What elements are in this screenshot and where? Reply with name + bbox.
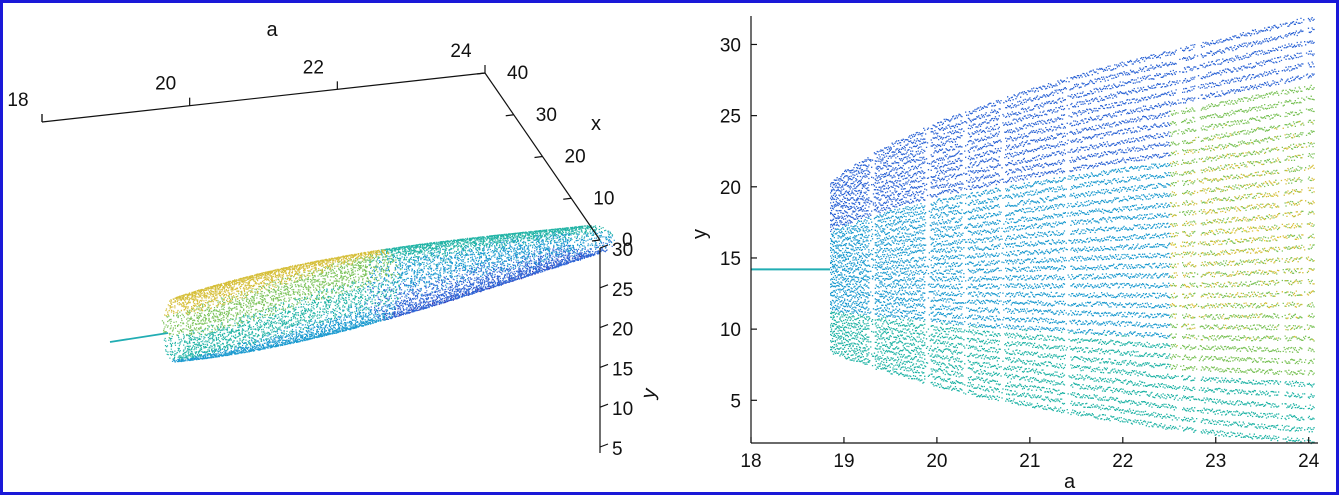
a-axis-title: a	[266, 19, 278, 41]
x-tick-mark	[505, 114, 514, 117]
x-tick-label: 30	[536, 105, 557, 126]
cone-band-3	[163, 225, 614, 360]
x-tick-label: 10	[593, 188, 614, 209]
scatter-band-1	[830, 16, 1315, 233]
y-tick-label: 5	[730, 391, 741, 412]
scatter-band-2	[830, 162, 1171, 339]
a-axis-line	[41, 72, 486, 123]
x-tick-label: 19	[833, 451, 854, 472]
y-tick-label: 15	[612, 359, 633, 380]
x-tick-mark	[563, 197, 572, 200]
y-tick-label: 30	[612, 240, 633, 261]
x-tick-label: 18	[740, 451, 761, 472]
x-tick-label: 24	[1298, 451, 1320, 472]
x-axis-title: x	[591, 113, 601, 135]
y-tick-mark	[599, 403, 609, 408]
y-axis-title: y	[689, 229, 711, 239]
y-tick-label: 20	[612, 320, 633, 341]
y-tick-label: 25	[720, 107, 741, 128]
left-scatter-points	[109, 225, 615, 363]
cone-band-4	[161, 253, 402, 339]
x-tick-mark	[534, 155, 543, 159]
x-tick-label: 21	[1019, 451, 1040, 472]
y-tick-label: 30	[720, 35, 741, 56]
a-tick-label: 22	[303, 57, 324, 78]
y-tick-mark	[599, 324, 609, 329]
y-tick-label: 10	[720, 320, 741, 341]
y-tick-mark	[599, 284, 609, 289]
a-tick-label: 24	[450, 41, 472, 62]
x-tick-label: 40	[507, 63, 528, 84]
y-axis-title: y	[637, 386, 661, 401]
y-tick-label: 10	[612, 399, 633, 420]
a-tick-label: 18	[7, 90, 28, 111]
x-axis-title: a	[1064, 471, 1076, 493]
y-tick-mark	[599, 244, 609, 249]
cone-band-5	[164, 249, 389, 317]
scatter-band-4	[1169, 84, 1315, 376]
cone-band-2	[171, 229, 615, 363]
x-tick-label: 20	[565, 147, 586, 168]
x-tick-label: 22	[1112, 451, 1133, 472]
right-axes: 18 19 20 21 22 23 24 5 10 15 20 25 30 a y	[689, 16, 1320, 493]
x-tick-mark	[591, 239, 601, 242]
2d-bifurcation-plot: 18 19 20 21 22 23 24 5 10 15 20 25 30 a y	[689, 16, 1320, 493]
x-tick-mark	[476, 72, 486, 75]
y-tick-label: 5	[612, 439, 623, 460]
y-tick-label: 20	[720, 178, 741, 199]
3d-bifurcation-plot: 18 20 22 24 a 40 30 20 10 0 x 30 25 20 15 10 5 y	[7, 19, 661, 460]
x-tick-label: 20	[926, 451, 947, 472]
scatter-band-5	[1169, 121, 1315, 347]
scatter-band-6	[1173, 221, 1299, 253]
y-tick-mark	[599, 443, 609, 448]
y-tick-label: 15	[720, 249, 741, 270]
right-scatter-points	[751, 16, 1315, 445]
left-axes: 18 20 22 24 a 40 30 20 10 0 x 30 25 20 15 10 5 y	[7, 19, 661, 460]
a-tick-label: 20	[155, 74, 176, 95]
scatter-band-3	[830, 311, 1315, 445]
fixed-point-line	[109, 332, 169, 343]
y-tick-label: 25	[612, 280, 633, 301]
y-tick-mark	[599, 363, 609, 368]
x-tick-label: 0	[622, 230, 633, 251]
x-tick-label: 23	[1205, 451, 1226, 472]
